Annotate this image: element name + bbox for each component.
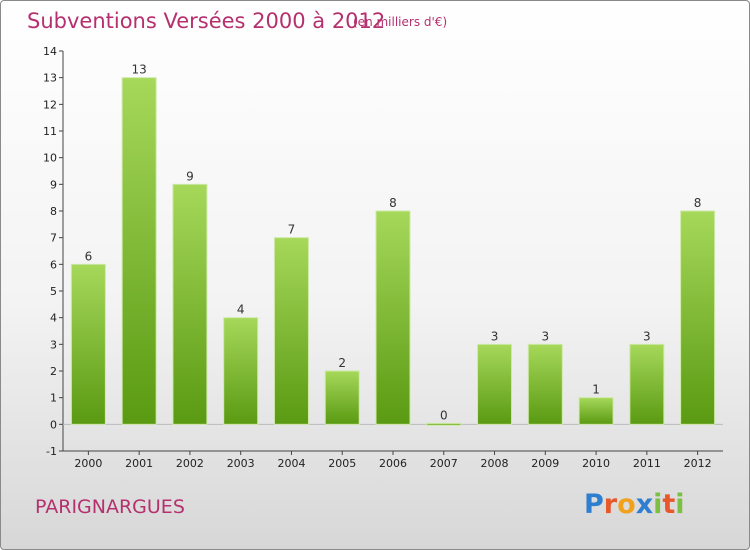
bar	[121, 77, 157, 425]
bar	[527, 343, 563, 425]
bar	[172, 183, 208, 425]
bar	[578, 397, 614, 425]
logo-letter: o	[617, 489, 636, 520]
x-tick-label: 2002	[176, 457, 204, 470]
bar-value-label: 3	[541, 329, 549, 343]
chart-subtitle: (en milliers d'€)	[353, 15, 448, 29]
bar-value-label: 6	[85, 249, 93, 263]
y-tick-label: 13	[43, 72, 57, 85]
y-tick-label: 5	[50, 285, 57, 298]
y-tick-label: -1	[46, 445, 57, 458]
x-tick-label: 2009	[531, 457, 559, 470]
y-tick-label: 4	[50, 312, 57, 325]
logo-letter: x	[635, 489, 654, 520]
bar-value-label: 9	[186, 169, 194, 183]
bar-value-label: 4	[237, 303, 245, 317]
proxiti-logo: Proxiti	[584, 489, 685, 520]
bar	[426, 422, 462, 426]
bar-value-label: 13	[132, 63, 147, 77]
y-tick-label: 1	[50, 392, 57, 405]
x-tick-label: 2000	[74, 457, 102, 470]
logo-letter: r	[603, 489, 618, 520]
y-tick-label: 14	[43, 45, 57, 58]
x-tick-label: 2007	[430, 457, 458, 470]
x-tick-label: 2001	[125, 457, 153, 470]
bar-value-label: 3	[643, 329, 651, 343]
y-tick-label: 11	[43, 125, 57, 138]
logo-letter: P	[584, 489, 604, 520]
bar-value-label: 7	[288, 223, 296, 237]
x-tick-label: 2011	[633, 457, 661, 470]
bar	[629, 343, 665, 425]
x-tick-label: 2005	[328, 457, 356, 470]
bar-value-label: 8	[389, 196, 397, 210]
bar-value-label: 2	[338, 356, 346, 370]
bar	[324, 370, 360, 425]
y-tick-label: 2	[50, 365, 57, 378]
y-tick-label: 12	[43, 98, 57, 111]
bar	[223, 317, 259, 425]
bar	[70, 263, 106, 425]
x-tick-label: 2003	[227, 457, 255, 470]
x-tick-label: 2008	[481, 457, 509, 470]
y-tick-label: 3	[50, 338, 57, 351]
bar-value-label: 1	[592, 383, 600, 397]
x-tick-label: 2012	[684, 457, 712, 470]
logo-letter: t	[662, 489, 676, 520]
x-tick-label: 2010	[582, 457, 610, 470]
bar-value-label: 3	[491, 329, 499, 343]
chart-title: Subventions Versées 2000 à 2012	[27, 9, 386, 33]
y-tick-label: 8	[50, 205, 57, 218]
logo-letter: i	[675, 489, 685, 520]
y-tick-label: 10	[43, 152, 57, 165]
y-tick-label: 7	[50, 232, 57, 245]
bar	[477, 343, 513, 425]
commune-name: PARIGNARGUES	[35, 496, 185, 518]
bar	[375, 210, 411, 425]
x-tick-label: 2006	[379, 457, 407, 470]
bar	[273, 237, 309, 425]
logo-letter: i	[653, 489, 663, 520]
x-tick-label: 2004	[277, 457, 305, 470]
bar-value-label: 0	[440, 408, 448, 422]
y-tick-label: 0	[50, 418, 57, 431]
bar	[680, 210, 716, 425]
y-tick-label: 9	[50, 178, 57, 191]
bar-value-label: 8	[694, 196, 702, 210]
y-tick-label: 6	[50, 258, 57, 271]
